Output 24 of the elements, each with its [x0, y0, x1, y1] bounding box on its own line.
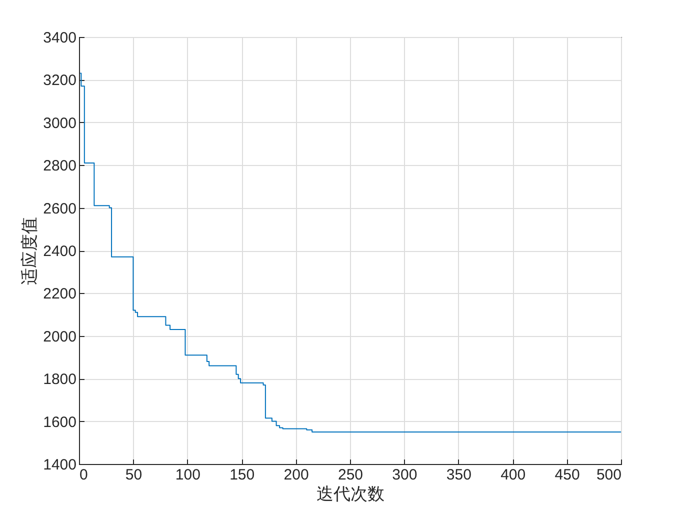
y-tick-label: 2000	[43, 328, 76, 346]
y-tick-label: 3400	[43, 30, 76, 46]
y-tick-label: 1400	[43, 456, 76, 474]
x-tick-label: 400	[500, 466, 526, 484]
x-tick-label: 500	[596, 466, 622, 484]
y-tick-label: 3000	[43, 114, 76, 132]
y-tick-label: 2200	[43, 286, 76, 303]
x-tick-label: 200	[284, 466, 309, 484]
y-tick-label: 2800	[43, 158, 76, 175]
y-tick-label: 1600	[43, 414, 76, 431]
y-axis-title: 适应度值	[20, 217, 40, 285]
y-tick-label: 2400	[43, 243, 76, 260]
x-tick-label: 300	[392, 466, 418, 484]
x-tick-label: 450	[554, 466, 580, 484]
x-tick-label: 150	[230, 466, 255, 484]
x-tick-label: 250	[338, 466, 364, 484]
x-tick-label: 350	[446, 466, 472, 484]
x-tick-label: 50	[125, 466, 142, 484]
x-axis-title: 迭代次数	[316, 484, 384, 504]
y-tick-label: 2600	[43, 200, 76, 218]
x-tick-label: 0	[80, 466, 88, 484]
y-tick-label: 1800	[43, 371, 76, 388]
y-tick-label: 3200	[43, 72, 76, 90]
x-tick-label: 100	[175, 466, 200, 484]
